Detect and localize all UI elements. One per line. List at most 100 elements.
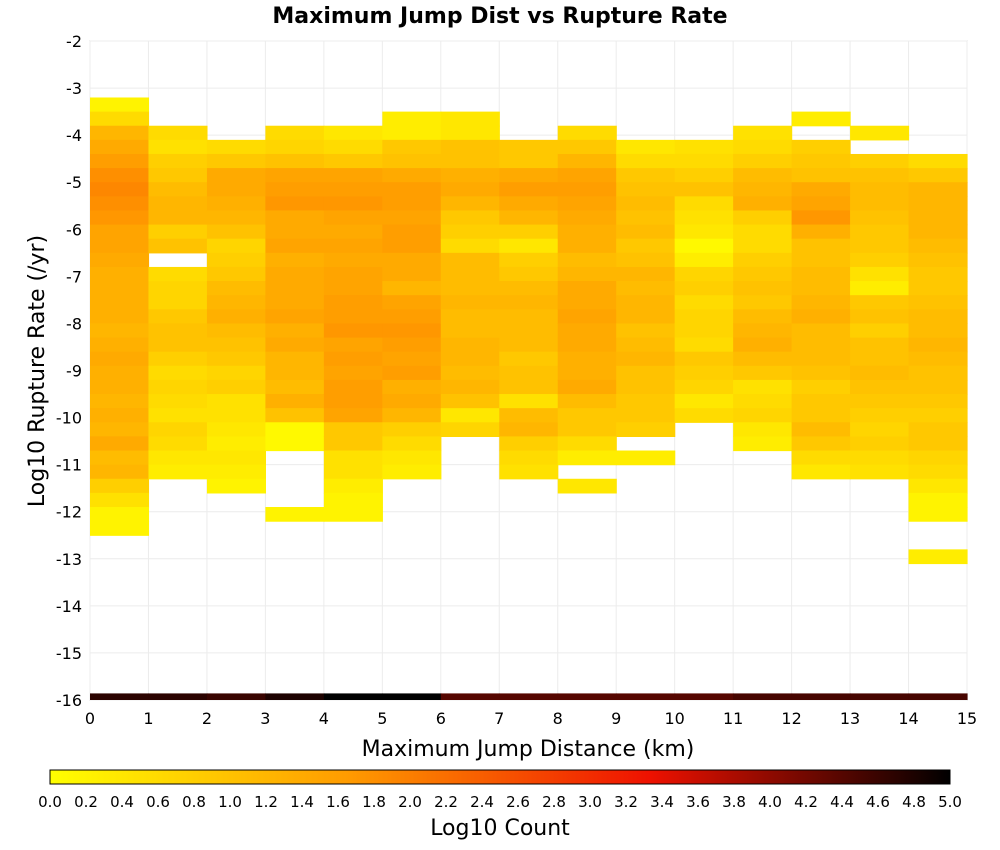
heatmap-cell	[265, 139, 325, 155]
heatmap-cell	[616, 408, 676, 423]
heatmap-cell	[323, 252, 383, 268]
heatmap-cell	[850, 351, 910, 367]
y-tick-label: -14	[56, 597, 82, 616]
colorbar-ticks: 0.0 0.2 0.4 0.6 0.8 1.0 1.2 1.4 1.6 1.8 2.0 2.2 2.4 2…	[38, 793, 962, 811]
heatmap-cell	[382, 224, 442, 240]
heatmap-cell	[440, 379, 500, 395]
heatmap-cell	[616, 281, 676, 296]
heatmap-cell	[323, 210, 383, 226]
heatmap-cell	[791, 394, 851, 409]
heatmap-cell	[440, 422, 500, 437]
heatmap-cell	[791, 436, 851, 452]
heatmap-cell	[791, 351, 851, 367]
heatmap-cell	[265, 168, 325, 183]
heatmap-cell	[908, 295, 968, 310]
heatmap-cell-bottom	[90, 693, 150, 700]
x-tick-label: 15	[957, 709, 977, 728]
heatmap-cell	[440, 168, 500, 183]
heatmap-cell	[148, 450, 208, 466]
heatmap-cell	[148, 238, 208, 254]
heatmap-cell	[382, 111, 442, 127]
heatmap-cell	[265, 422, 325, 437]
heatmap-cell	[440, 365, 500, 381]
heatmap-cell	[206, 139, 266, 155]
heatmap-cell	[440, 196, 500, 212]
heatmap-cell	[265, 379, 325, 395]
colorbar-tick-label: 3.6	[686, 793, 710, 811]
heatmap-cell	[323, 168, 383, 183]
heatmap-cell	[323, 422, 383, 437]
heatmap-cell	[382, 323, 442, 339]
heatmap-cell	[850, 125, 910, 141]
heatmap-cell	[499, 394, 559, 409]
heatmap-cell	[733, 153, 793, 169]
heatmap-cell	[323, 153, 383, 169]
heatmap-cell	[382, 266, 442, 282]
heatmap-cell	[148, 295, 208, 310]
x-tick-label: 10	[664, 709, 684, 728]
heatmap-cell	[499, 196, 559, 212]
heatmap-cell	[499, 309, 559, 325]
heatmap-cell-bottom	[440, 693, 500, 700]
heatmap-cell	[733, 337, 793, 353]
heatmap-cell	[206, 436, 266, 452]
heatmap-cell	[499, 281, 559, 296]
colorbar-tick-label: 5.0	[938, 793, 962, 811]
heatmap-cell	[499, 323, 559, 339]
heatmap-cell	[440, 210, 500, 226]
heatmap-cell	[206, 365, 266, 381]
heatmap-cell	[616, 295, 676, 310]
colorbar-tick-label: 1.6	[326, 793, 350, 811]
heatmap-cell-bottom	[265, 693, 325, 700]
heatmap-cell	[440, 224, 500, 240]
heatmap-cell	[323, 436, 383, 452]
heatmap-cell	[908, 549, 968, 565]
heatmap-cell	[265, 196, 325, 212]
heatmap-cell	[382, 337, 442, 353]
colorbar-tick-label: 1.8	[362, 793, 386, 811]
heatmap-cell	[850, 266, 910, 282]
heatmap-cell	[90, 351, 150, 367]
heatmap-cell	[674, 168, 734, 183]
y-tick-label: -15	[56, 644, 82, 663]
heatmap-cell	[908, 238, 968, 254]
heatmap-cell	[557, 125, 617, 141]
heatmap-cell	[791, 365, 851, 381]
heatmap-cell	[733, 168, 793, 183]
colorbar-tick-label: 2.2	[434, 793, 458, 811]
heatmap-cell	[908, 168, 968, 183]
x-tick-label: 3	[260, 709, 270, 728]
heatmap-cell	[90, 436, 150, 452]
y-tick-label: -7	[66, 267, 82, 286]
heatmap-cell	[265, 323, 325, 339]
heatmap-cell	[674, 210, 734, 226]
heatmap-cell	[908, 365, 968, 381]
heatmap-cell	[265, 266, 325, 282]
heatmap-cell	[733, 125, 793, 141]
x-tick-label: 9	[611, 709, 621, 728]
heatmap-cell	[499, 238, 559, 254]
heatmap-cell	[908, 210, 968, 226]
heatmap-cell	[557, 168, 617, 183]
heatmap-cell	[382, 281, 442, 296]
heatmap-cell	[791, 196, 851, 212]
x-tick-label: 2	[202, 709, 212, 728]
heatmap-cell	[440, 153, 500, 169]
heatmap-cell	[733, 196, 793, 212]
heatmap-cell	[850, 196, 910, 212]
heatmap-cell	[908, 478, 968, 494]
heatmap-cell	[323, 309, 383, 325]
heatmap-cell	[90, 281, 150, 296]
heatmap-cell	[791, 295, 851, 310]
heatmap-cell	[616, 252, 676, 268]
heatmap-cell	[90, 224, 150, 240]
heatmap-cell	[616, 210, 676, 226]
heatmap-cell	[323, 492, 383, 508]
heatmap-cell	[908, 252, 968, 268]
heatmap-cell	[499, 450, 559, 466]
heatmap-cell	[557, 379, 617, 395]
heatmap-cell	[323, 125, 383, 141]
heatmap-cell	[206, 266, 266, 282]
heatmap-cell	[733, 365, 793, 381]
heatmap-cell	[908, 266, 968, 282]
